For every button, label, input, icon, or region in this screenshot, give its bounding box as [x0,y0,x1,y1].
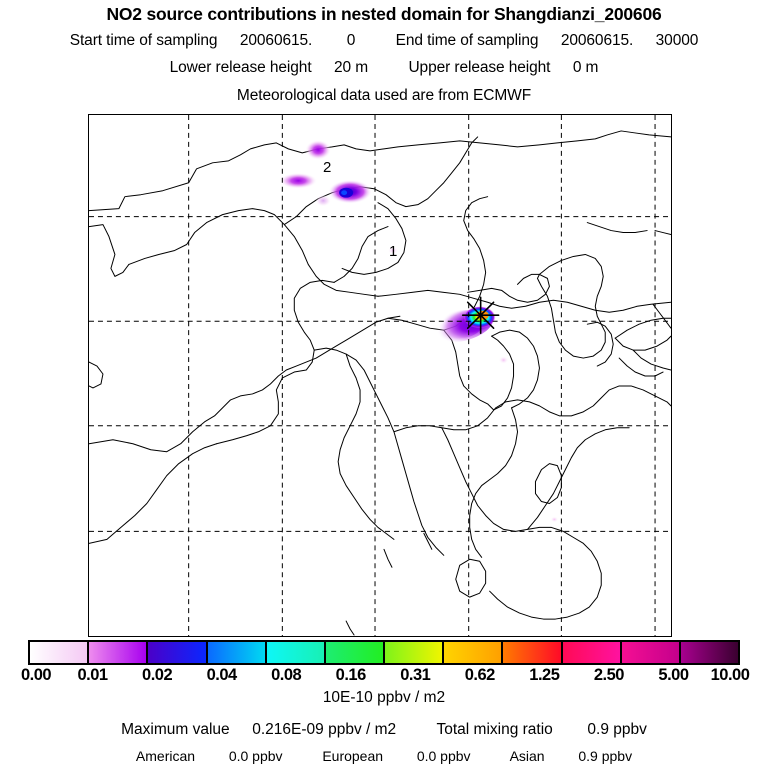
colorbar-tick-label: 5.00 [658,666,689,684]
colorbar-segment [444,642,504,663]
max-value-label: Maximum value [121,721,230,738]
map-canvas [89,115,671,636]
colorbar-segment [503,642,563,663]
american-value: 0.0 ppbv [228,747,283,764]
end-time-value: 30000 [655,31,699,49]
plume-blob-core [341,190,348,196]
colorbar-segment [207,642,267,663]
colorbar-unit-label: 10E-10 ppbv / m2 [322,689,446,706]
start-time-value: 0 [346,31,356,49]
end-time-label: End time of sampling [395,31,539,49]
upper-release-value: 0 m [572,59,599,76]
header-block: NO2 source contributions in nested domai… [0,0,768,103]
max-value-value: 0.216E-09 ppbv / m2 [252,721,397,738]
start-time-label: Start time of sampling [69,31,218,49]
colorbar-tick-label: 1.25 [529,666,560,684]
plume-blob [279,172,318,189]
plume-faint [498,356,509,365]
plume-faint [387,246,398,255]
colorbar-tick-label: 0.01 [77,666,108,684]
upper-release-label: Upper release height [408,59,551,76]
mixing-ratio-label: Total mixing ratio [436,721,553,738]
map-label-2: 2 [323,159,332,176]
colorbar-tick-label: 0.31 [400,666,431,684]
colorbar-wrap: 0.00 0.01 0.02 0.04 0.08 0.16 0.31 0.62 1.25 2.50… [21,640,750,683]
american-label: American [135,747,196,764]
colorbar [28,640,740,665]
colorbar-tick-label: 2.50 [593,666,625,684]
european-label: European [322,747,384,764]
met-data-line: Meteorological data used are from ECMWF [236,86,532,104]
asian-value: 0.9 ppbv [578,747,633,764]
colorbar-tick-label: 0.02 [142,666,173,684]
star-marker [461,296,500,334]
start-date-value: 20060615. [239,31,313,49]
plume-layer-north [279,139,373,207]
colorbar-tick-label: 0.16 [335,666,367,684]
european-value: 0.0 ppbv [416,747,471,764]
summary-line-1: Maximum value 0.216E-09 ppbv / m2 Total … [0,722,768,738]
colorbar-ticks: 0.00 0.01 0.02 0.04 0.08 0.16 0.31 0.62 1.25 2.50… [6,667,762,687]
colorbar-segment [621,642,681,663]
plume-blob [305,139,332,160]
plume-blob [315,194,332,207]
colorbar-segment [325,642,386,663]
colorbar-segment [562,642,622,663]
mixing-ratio-value: 0.9 ppbv [587,721,647,738]
coastline-layer [89,130,671,636]
colorbar-segment [680,642,739,663]
colorbar-segment [89,642,149,663]
lower-release-value: 20 m [333,59,369,76]
release-height-line: Lower release height 20 m Upper release … [0,60,768,76]
colorbar-segment [385,642,445,663]
asian-label: Asian [509,747,545,764]
colorbar-tick-label: 0.00 [20,666,52,684]
colorbar-segment [30,642,90,663]
colorbar-tick-label: 0.08 [271,666,302,684]
colorbar-tick-label: 0.04 [206,666,238,684]
footer-block: Maximum value 0.216E-09 ppbv / m2 Total … [0,722,768,763]
end-date-value: 20060615. [560,31,634,49]
page-title: NO2 source contributions in nested domai… [106,4,662,24]
lower-release-label: Lower release height [169,59,312,76]
colorbar-segment [148,642,208,663]
colorbar-tick-label: 10.00 [710,666,750,684]
map-panel: 2 1 [88,114,672,637]
colorbar-segment [266,642,326,663]
grid-layer [89,115,671,636]
plume-layer-faint [387,246,559,523]
map-label-1: 1 [389,243,398,260]
summary-line-2: American 0.0 ppbv European 0.0 ppbv Asia… [0,749,768,763]
plume-faint [550,516,559,523]
colorbar-tick-label: 0.62 [464,666,496,684]
sampling-time-line: Start time of sampling 20060615. 0 End t… [0,31,768,49]
